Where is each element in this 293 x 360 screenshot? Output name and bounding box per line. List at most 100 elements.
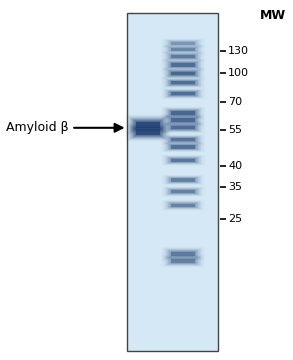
FancyBboxPatch shape — [130, 125, 166, 139]
FancyBboxPatch shape — [168, 91, 198, 96]
FancyBboxPatch shape — [165, 69, 201, 78]
FancyBboxPatch shape — [168, 80, 198, 86]
FancyBboxPatch shape — [165, 156, 201, 164]
FancyBboxPatch shape — [170, 125, 197, 130]
FancyBboxPatch shape — [167, 40, 200, 46]
FancyBboxPatch shape — [168, 124, 198, 131]
FancyBboxPatch shape — [168, 202, 198, 208]
FancyBboxPatch shape — [170, 41, 197, 45]
Text: 70: 70 — [228, 97, 242, 107]
FancyBboxPatch shape — [167, 90, 200, 97]
Bar — [171, 204, 195, 207]
FancyBboxPatch shape — [170, 203, 197, 208]
FancyBboxPatch shape — [130, 117, 166, 132]
FancyBboxPatch shape — [165, 248, 201, 259]
Bar — [171, 81, 195, 85]
Bar — [171, 42, 195, 45]
FancyBboxPatch shape — [167, 61, 200, 69]
Bar — [171, 138, 195, 141]
FancyBboxPatch shape — [171, 81, 195, 85]
Text: 55: 55 — [228, 125, 242, 135]
FancyBboxPatch shape — [168, 137, 198, 143]
FancyBboxPatch shape — [171, 258, 195, 264]
FancyBboxPatch shape — [165, 136, 201, 144]
Text: 100: 100 — [228, 68, 249, 78]
FancyBboxPatch shape — [134, 120, 161, 130]
FancyBboxPatch shape — [171, 111, 195, 115]
FancyBboxPatch shape — [168, 117, 198, 123]
FancyBboxPatch shape — [167, 46, 200, 53]
FancyBboxPatch shape — [171, 41, 195, 45]
FancyBboxPatch shape — [171, 63, 195, 67]
FancyBboxPatch shape — [170, 137, 197, 142]
FancyBboxPatch shape — [171, 55, 195, 59]
Text: Amyloid β: Amyloid β — [6, 121, 122, 134]
FancyBboxPatch shape — [167, 79, 200, 86]
FancyBboxPatch shape — [170, 80, 197, 85]
Bar — [171, 190, 195, 193]
FancyBboxPatch shape — [165, 256, 201, 266]
FancyBboxPatch shape — [167, 249, 200, 258]
FancyBboxPatch shape — [170, 47, 197, 51]
FancyBboxPatch shape — [168, 40, 198, 46]
FancyBboxPatch shape — [170, 110, 197, 116]
Bar — [136, 122, 160, 128]
FancyBboxPatch shape — [167, 188, 200, 195]
Bar — [127, 13, 218, 351]
FancyBboxPatch shape — [170, 258, 197, 264]
FancyBboxPatch shape — [171, 178, 195, 182]
FancyBboxPatch shape — [171, 203, 195, 207]
FancyBboxPatch shape — [171, 145, 195, 149]
FancyBboxPatch shape — [129, 116, 167, 134]
FancyBboxPatch shape — [165, 116, 201, 125]
Bar — [171, 72, 195, 75]
FancyBboxPatch shape — [165, 201, 201, 209]
Bar — [171, 111, 195, 115]
Bar — [171, 145, 195, 149]
FancyBboxPatch shape — [170, 71, 197, 76]
FancyBboxPatch shape — [168, 70, 198, 77]
Text: 35: 35 — [228, 182, 242, 192]
FancyBboxPatch shape — [170, 54, 197, 59]
Text: MW: MW — [259, 9, 286, 22]
Text: 25: 25 — [228, 213, 242, 224]
FancyBboxPatch shape — [171, 138, 195, 142]
FancyBboxPatch shape — [167, 53, 200, 60]
FancyBboxPatch shape — [168, 144, 198, 150]
FancyBboxPatch shape — [171, 251, 195, 256]
FancyBboxPatch shape — [167, 123, 200, 131]
FancyBboxPatch shape — [136, 121, 160, 129]
FancyBboxPatch shape — [133, 127, 163, 137]
FancyBboxPatch shape — [136, 129, 160, 135]
FancyBboxPatch shape — [170, 251, 197, 257]
FancyBboxPatch shape — [167, 109, 200, 117]
FancyBboxPatch shape — [171, 158, 195, 162]
FancyBboxPatch shape — [168, 46, 198, 52]
FancyBboxPatch shape — [165, 79, 201, 87]
Bar — [171, 48, 195, 51]
Bar — [171, 252, 195, 256]
FancyBboxPatch shape — [168, 157, 198, 163]
FancyBboxPatch shape — [167, 69, 200, 77]
FancyBboxPatch shape — [170, 117, 197, 123]
FancyBboxPatch shape — [167, 157, 200, 164]
FancyBboxPatch shape — [171, 48, 195, 51]
FancyBboxPatch shape — [171, 189, 195, 194]
FancyBboxPatch shape — [168, 62, 198, 68]
FancyBboxPatch shape — [165, 53, 201, 60]
FancyBboxPatch shape — [165, 90, 201, 98]
FancyBboxPatch shape — [171, 125, 195, 130]
FancyBboxPatch shape — [165, 123, 201, 132]
FancyBboxPatch shape — [171, 91, 195, 96]
FancyBboxPatch shape — [170, 189, 197, 194]
FancyBboxPatch shape — [132, 126, 164, 138]
Bar — [171, 118, 195, 122]
FancyBboxPatch shape — [168, 257, 198, 265]
FancyBboxPatch shape — [134, 128, 161, 136]
FancyBboxPatch shape — [165, 60, 201, 69]
FancyBboxPatch shape — [167, 116, 200, 124]
FancyBboxPatch shape — [170, 144, 197, 149]
FancyBboxPatch shape — [170, 177, 197, 183]
Bar — [171, 259, 195, 263]
FancyBboxPatch shape — [170, 91, 197, 96]
